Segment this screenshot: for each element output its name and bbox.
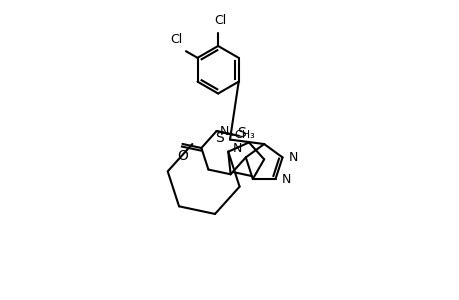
Text: Cl: Cl	[214, 14, 226, 27]
Text: O: O	[177, 149, 188, 163]
Text: N: N	[232, 142, 242, 155]
Text: Cl: Cl	[170, 33, 183, 46]
Text: S: S	[215, 131, 224, 145]
Text: N: N	[281, 172, 290, 185]
Text: N: N	[219, 124, 229, 138]
Text: S: S	[237, 126, 246, 140]
Text: N: N	[288, 151, 297, 164]
Text: CH₃: CH₃	[234, 130, 255, 140]
